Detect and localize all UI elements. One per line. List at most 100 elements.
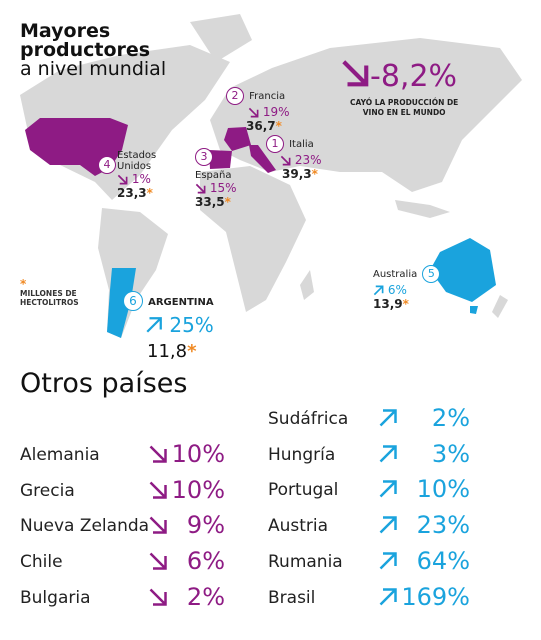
country: Portugal: [268, 480, 339, 501]
arrow: [149, 445, 167, 463]
arrow-path: [379, 480, 397, 498]
producer: Australia 5 6% 13,9*: [373, 262, 441, 311]
asterisk: *: [187, 341, 197, 362]
producer: 6 ARGENTINA 25% 11,8*: [123, 290, 214, 362]
asterisk: *: [224, 195, 231, 209]
arrow-path: [379, 409, 397, 427]
producer: 3 España 15% 33,5*: [195, 145, 237, 209]
country-row: Grecia 10%: [20, 476, 225, 511]
volume: 33,5: [195, 195, 225, 209]
caption-line: VINO EN EL MUNDO: [362, 108, 446, 117]
country-row: Brasil 169%: [268, 583, 470, 618]
arrow-down: [117, 174, 128, 185]
arrow: [379, 409, 397, 427]
arrow-path: [379, 587, 397, 605]
arrow-path: [149, 588, 167, 606]
arrow-down: [280, 155, 291, 166]
unit-note: * MILLONES DE HECTOLITROS: [20, 277, 79, 307]
country: Italia: [289, 139, 314, 150]
change: 3%: [431, 439, 470, 468]
arrow: [149, 552, 167, 570]
caption-line: CAYÓ LA PRODUCCIÓN DE: [350, 98, 459, 107]
country: Hungría: [268, 444, 336, 465]
country: Bulgaria: [20, 587, 91, 608]
change: 10%: [171, 440, 225, 468]
asterisk: *: [311, 167, 318, 181]
others-title: Otros países: [20, 368, 188, 399]
volume: 36,7: [246, 119, 276, 133]
arrow-up: [373, 285, 384, 296]
arrow: [379, 552, 397, 570]
arrow: [149, 588, 167, 606]
rank: 3: [195, 148, 213, 166]
country-row: Bulgaria 2%: [20, 583, 225, 618]
change: 10%: [416, 475, 470, 504]
rank: 1: [266, 135, 284, 153]
arrow-down: [342, 60, 369, 87]
country: Australia: [373, 269, 418, 280]
arrow-down: [248, 107, 259, 118]
producer: 2 Francia 19% 36,7*: [226, 84, 290, 133]
country: Brasil: [268, 587, 316, 608]
arrow-path: [379, 552, 397, 570]
producer: 1 Italia 23% 39,3*: [266, 132, 322, 181]
country-row: Portugal 10%: [268, 475, 470, 510]
asterisk: *: [20, 277, 27, 291]
country: Unidos: [117, 161, 152, 172]
title: Mayores productores a nivel mundial: [20, 22, 166, 79]
arrow-path: [149, 552, 167, 570]
change: 1%: [131, 172, 151, 186]
country: ARGENTINA: [148, 297, 214, 308]
change: 25%: [169, 313, 214, 337]
title-line: productores: [20, 39, 151, 61]
country: Nueva Zelanda: [20, 516, 150, 537]
arrow-path: [149, 445, 167, 463]
asterisk: *: [402, 297, 409, 311]
country: España: [195, 170, 232, 181]
asterisk: *: [275, 119, 282, 133]
country-row: Chile 6%: [20, 547, 225, 582]
arrow-path: [149, 481, 167, 499]
rank: 2: [226, 87, 244, 105]
asterisk: *: [146, 186, 153, 200]
rank: 5: [422, 265, 441, 283]
arrow-down: [195, 183, 206, 194]
change: 169%: [401, 582, 470, 611]
volume: 23,3: [117, 186, 147, 200]
rank: 4: [98, 156, 116, 174]
change: 6%: [186, 547, 225, 576]
country: Austria: [268, 516, 329, 537]
country-row: Austria 23%: [268, 511, 470, 546]
country-row: Rumania 64%: [268, 547, 470, 582]
rank: 6: [123, 291, 143, 311]
change: 19%: [262, 105, 290, 119]
arrow-path: [379, 444, 397, 463]
arrow: [149, 517, 167, 535]
country-row: Sudáfrica 2%: [268, 404, 470, 439]
change: 64%: [416, 546, 470, 575]
note-line: HECTOLITROS: [20, 298, 79, 307]
change: 10%: [171, 475, 225, 504]
change: 9%: [186, 511, 225, 540]
arrow: [379, 480, 397, 498]
title-line: a nivel mundial: [20, 58, 167, 80]
change: 2%: [186, 582, 225, 611]
country: Sudáfrica: [268, 409, 349, 429]
volume: 11,8: [147, 341, 188, 362]
arrow: [379, 587, 397, 605]
country-row: Hungría 3%: [268, 440, 470, 475]
country: Rumania: [268, 551, 343, 572]
change: 23%: [294, 153, 322, 167]
country: Chile: [20, 552, 63, 573]
arrow-path: [379, 516, 397, 534]
note-line: MILLONES DE: [20, 289, 77, 298]
arrow-path: [149, 517, 167, 535]
country: Alemania: [20, 445, 100, 465]
arrow: [379, 516, 397, 534]
title-line: Mayores: [20, 20, 111, 42]
world-change-value: -8,2%: [370, 59, 458, 94]
arrow-up: [146, 317, 162, 333]
country: Francia: [249, 91, 286, 102]
volume: 13,9: [373, 297, 403, 311]
